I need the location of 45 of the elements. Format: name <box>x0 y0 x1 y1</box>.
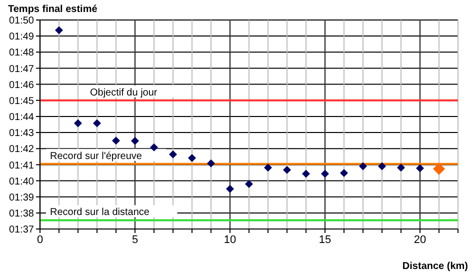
point <box>397 164 405 172</box>
point <box>245 180 253 188</box>
y-tick-label: 01:44 <box>8 112 34 124</box>
point <box>264 164 272 172</box>
point <box>131 136 139 145</box>
point <box>416 164 424 172</box>
ref-line-label: Record sur l'épreuve <box>50 150 142 162</box>
point <box>93 119 101 128</box>
x-tick-label: 5 <box>132 234 138 246</box>
y-tick-label: 01:48 <box>8 48 34 59</box>
y-tick-label: 01:43 <box>8 128 34 140</box>
y-tick-label: 01:41 <box>8 160 34 172</box>
point <box>340 169 348 178</box>
point <box>112 136 120 145</box>
point <box>74 119 82 128</box>
point <box>302 170 310 178</box>
point <box>188 154 196 162</box>
y-tick-label: 01:40 <box>8 176 34 188</box>
point <box>226 184 234 193</box>
point <box>433 162 445 175</box>
point <box>359 162 367 170</box>
y-tick-label: 01:45 <box>8 96 34 107</box>
x-tick-label: 20 <box>414 234 426 246</box>
point <box>321 170 329 178</box>
y-tick-label: 01:39 <box>8 192 34 204</box>
point <box>169 150 177 158</box>
point <box>55 26 63 34</box>
ref-line-label: Objectif du jour <box>90 87 158 98</box>
y-tick-label: 01:42 <box>8 144 34 156</box>
point <box>207 159 215 168</box>
point <box>378 162 386 170</box>
x-tick-label: 10 <box>224 234 236 246</box>
y-tick-label: 01:49 <box>8 32 34 43</box>
ref-line-label: Record sur la distance <box>50 207 150 218</box>
x-tick-label: 15 <box>318 234 332 246</box>
point <box>283 166 291 174</box>
y-axis-title: Temps final estimé <box>8 4 98 15</box>
y-tick-label: 01:47 <box>8 64 34 75</box>
y-tick-label: 01:46 <box>8 80 34 91</box>
x-tick-label: 0 <box>36 234 44 246</box>
y-tick-label: 01:50 <box>8 16 34 27</box>
y-tick-label: 01:38 <box>8 208 34 220</box>
x-axis-title: Distance (km) <box>402 261 468 272</box>
point <box>150 143 158 152</box>
y-tick-label: 01:37 <box>8 224 34 236</box>
